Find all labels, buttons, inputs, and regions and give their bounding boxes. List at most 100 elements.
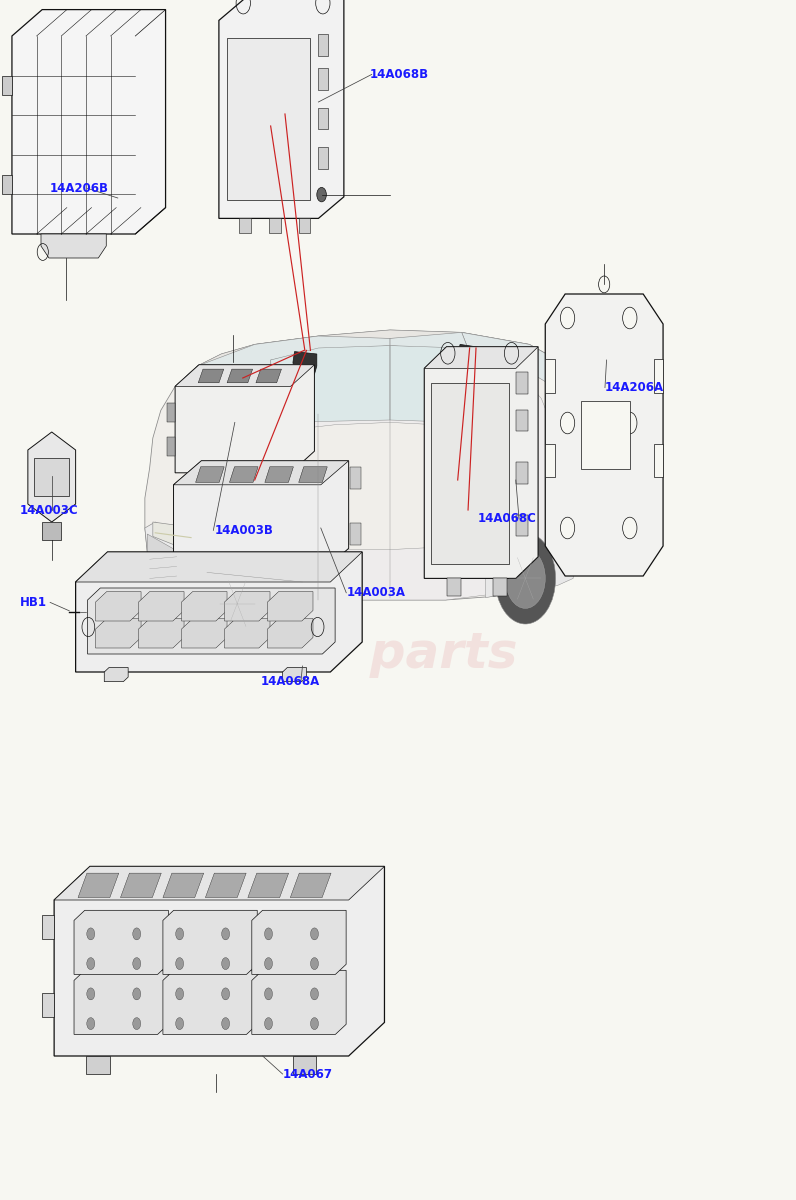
Polygon shape <box>516 515 528 536</box>
Polygon shape <box>318 35 328 56</box>
Circle shape <box>560 307 575 329</box>
Circle shape <box>87 1018 95 1030</box>
Polygon shape <box>54 866 384 900</box>
Polygon shape <box>224 619 270 648</box>
Circle shape <box>495 533 556 624</box>
Polygon shape <box>293 352 317 374</box>
Circle shape <box>176 1018 184 1030</box>
Circle shape <box>310 928 318 940</box>
Text: car  parts: car parts <box>247 630 517 678</box>
Polygon shape <box>2 175 12 194</box>
Polygon shape <box>516 372 528 394</box>
Circle shape <box>310 1018 318 1030</box>
Polygon shape <box>390 346 525 432</box>
Polygon shape <box>139 619 184 648</box>
Polygon shape <box>174 461 349 485</box>
Circle shape <box>87 928 95 940</box>
Polygon shape <box>252 911 346 974</box>
Polygon shape <box>458 344 484 370</box>
Polygon shape <box>42 522 61 540</box>
Circle shape <box>176 988 184 1000</box>
Polygon shape <box>181 592 227 622</box>
Polygon shape <box>104 667 128 682</box>
Polygon shape <box>120 874 162 898</box>
Text: 14A003B: 14A003B <box>215 524 274 536</box>
Polygon shape <box>252 971 346 1034</box>
Polygon shape <box>219 0 344 218</box>
Polygon shape <box>390 332 470 360</box>
Polygon shape <box>163 874 204 898</box>
Polygon shape <box>318 68 328 90</box>
Polygon shape <box>431 383 509 564</box>
Polygon shape <box>96 592 141 622</box>
Polygon shape <box>267 592 313 622</box>
Text: HB1: HB1 <box>20 596 47 608</box>
Circle shape <box>204 553 271 654</box>
Circle shape <box>221 958 229 970</box>
Circle shape <box>622 412 637 433</box>
Circle shape <box>264 1018 272 1030</box>
Polygon shape <box>227 38 310 200</box>
Polygon shape <box>76 552 362 672</box>
Circle shape <box>87 958 95 970</box>
Polygon shape <box>545 294 663 576</box>
Polygon shape <box>74 911 169 974</box>
Polygon shape <box>96 619 141 648</box>
Circle shape <box>505 548 545 608</box>
Polygon shape <box>516 462 528 484</box>
Polygon shape <box>41 234 107 258</box>
Polygon shape <box>76 552 362 582</box>
Polygon shape <box>224 592 270 622</box>
Polygon shape <box>74 971 169 1034</box>
Circle shape <box>317 187 326 202</box>
Polygon shape <box>350 467 361 488</box>
Polygon shape <box>86 1056 110 1074</box>
Circle shape <box>560 517 575 539</box>
Polygon shape <box>167 403 175 422</box>
Polygon shape <box>2 76 12 95</box>
Circle shape <box>310 958 318 970</box>
Text: 14A068C: 14A068C <box>478 512 537 524</box>
Polygon shape <box>174 461 349 572</box>
Polygon shape <box>175 365 314 473</box>
Polygon shape <box>248 874 289 898</box>
Polygon shape <box>12 10 166 234</box>
Polygon shape <box>139 592 184 622</box>
Polygon shape <box>196 467 224 482</box>
Circle shape <box>622 517 637 539</box>
Circle shape <box>76 601 90 623</box>
Polygon shape <box>42 994 54 1018</box>
Polygon shape <box>54 866 384 1056</box>
Polygon shape <box>298 218 310 233</box>
Circle shape <box>221 1018 229 1030</box>
Circle shape <box>310 988 318 1000</box>
Text: 14A003A: 14A003A <box>346 587 405 599</box>
Polygon shape <box>293 1056 317 1074</box>
Polygon shape <box>545 444 555 478</box>
Polygon shape <box>545 359 555 392</box>
Polygon shape <box>298 467 327 482</box>
Polygon shape <box>654 359 663 392</box>
Text: 14A003C: 14A003C <box>20 504 79 516</box>
Circle shape <box>215 570 259 637</box>
Circle shape <box>560 412 575 433</box>
Polygon shape <box>267 619 313 648</box>
Polygon shape <box>462 332 557 386</box>
Polygon shape <box>424 347 538 368</box>
Text: 14A206B: 14A206B <box>50 182 109 194</box>
Circle shape <box>133 958 141 970</box>
Text: 14A068B: 14A068B <box>370 68 429 80</box>
Polygon shape <box>318 108 328 130</box>
Polygon shape <box>227 370 252 383</box>
Circle shape <box>264 928 272 940</box>
Circle shape <box>221 988 229 1000</box>
Circle shape <box>221 928 229 940</box>
Polygon shape <box>177 574 295 602</box>
Polygon shape <box>447 578 462 596</box>
Polygon shape <box>256 370 282 383</box>
Circle shape <box>133 1018 141 1030</box>
Polygon shape <box>42 914 54 938</box>
Polygon shape <box>424 347 538 578</box>
Polygon shape <box>283 667 306 682</box>
Circle shape <box>133 988 141 1000</box>
